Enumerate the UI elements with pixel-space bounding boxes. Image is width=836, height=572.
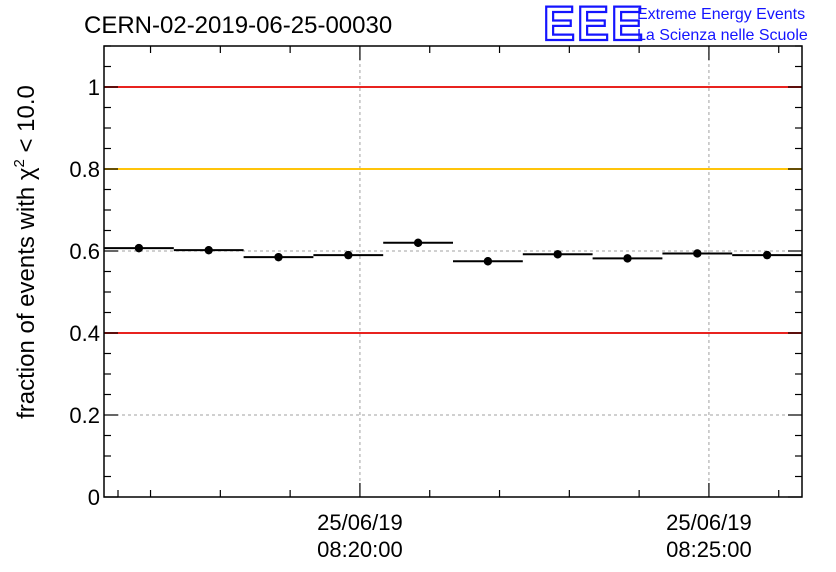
y-tick-label: 0	[88, 485, 100, 510]
plot-area: 00.20.40.60.8125/06/1908:20:0025/06/1908…	[69, 45, 803, 562]
x-tick-date-label: 25/06/19	[317, 510, 403, 535]
y-axis-label-text: fraction of events with χ	[13, 167, 40, 419]
y-axis-label-superscript: 2	[11, 159, 28, 167]
x-tick-time-label: 08:20:00	[317, 537, 403, 562]
logo-eee-text: EEE	[543, 0, 645, 51]
eee-logo: EEE Extreme Energy Events La Scienza nel…	[542, 0, 808, 52]
x-tick-time-label: 08:25:00	[666, 537, 752, 562]
data-point-6	[553, 250, 562, 259]
data-point-7	[623, 254, 632, 263]
data-point-8	[693, 249, 702, 258]
data-point-3	[344, 250, 353, 260]
y-axis-label: fraction of events with χ2 < 10.0	[11, 85, 40, 419]
plot-frame	[103, 45, 803, 498]
chart-title: CERN-02-2019-06-25-00030	[84, 12, 392, 39]
logo-line-2: La Scienza nelle Scuole	[637, 27, 808, 44]
data-point-4	[413, 238, 423, 247]
logo-line-1: Extreme Energy Events	[637, 6, 805, 23]
y-tick-label: 0.8	[69, 157, 100, 182]
y-tick-label: 0.6	[69, 239, 100, 264]
y-tick-label: 0.2	[69, 403, 100, 428]
data-point-9	[762, 250, 772, 260]
data-point-5	[483, 257, 493, 266]
data-point-2	[274, 252, 283, 262]
y-tick-label: 1	[88, 75, 100, 100]
x-tick-date-label: 25/06/19	[666, 510, 752, 535]
data-point-0	[134, 243, 144, 253]
y-tick-label: 0.4	[69, 321, 100, 346]
data-point-1	[204, 245, 213, 255]
y-axis-label-threshold: < 10.0	[13, 85, 40, 159]
